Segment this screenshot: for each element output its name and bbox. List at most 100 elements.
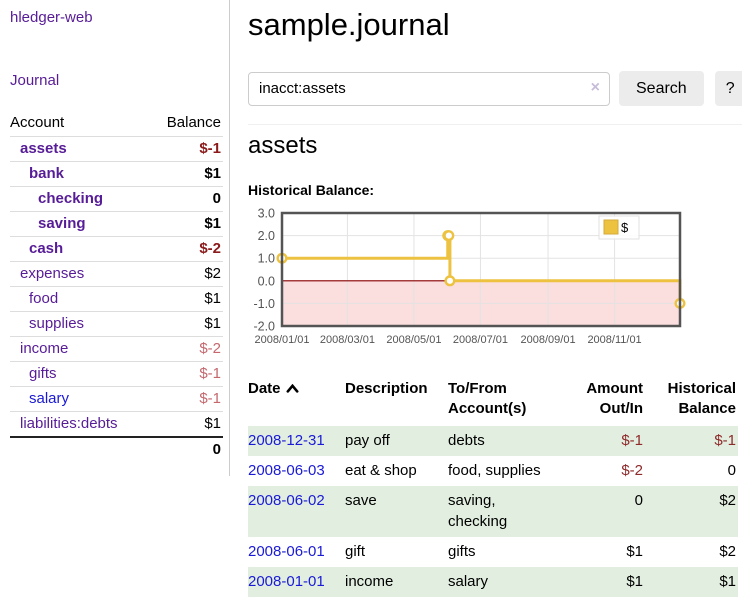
svg-text:-1.0: -1.0 — [253, 297, 275, 311]
txn-accounts: saving, checking — [448, 485, 563, 537]
txn-date-link[interactable]: 2008-06-01 — [248, 542, 325, 560]
txn-date-link[interactable]: 2008-06-02 — [248, 491, 325, 509]
txn-description: save — [345, 485, 448, 537]
account-row: supplies $1 — [10, 311, 223, 337]
table-row[interactable]: 2008-12-31 pay off debts $-1 $-1 — [248, 425, 738, 456]
svg-text:1.0: 1.0 — [258, 252, 275, 266]
svg-text:2008/09/01: 2008/09/01 — [521, 334, 576, 346]
account-row: saving $1 — [10, 211, 223, 237]
accounts-total: 0 — [149, 436, 223, 462]
account-balance: $1 — [149, 161, 223, 187]
svg-text:2008/07/01: 2008/07/01 — [453, 334, 508, 346]
sort-asc-icon — [286, 379, 299, 399]
account-link[interactable]: checking — [38, 190, 104, 207]
account-balance: $-1 — [149, 361, 223, 387]
txn-date-link[interactable]: 2008-12-31 — [248, 431, 325, 449]
account-balance: $1 — [149, 311, 223, 337]
account-row: salary $-1 — [10, 386, 223, 412]
accounts-header-account: Account — [10, 110, 150, 137]
svg-text:3.0: 3.0 — [258, 207, 275, 221]
accounts-table: Account Balance assets $-1 bank $1 checking 0… — [10, 110, 223, 462]
txn-description: pay off — [345, 425, 448, 456]
txn-date-link[interactable]: 2008-01-01 — [248, 572, 325, 590]
search-input-wrap: × — [248, 71, 610, 106]
txn-accounts: debts — [448, 425, 563, 456]
historical-balance-chart: $3.0 2.0 1.0 0.0 -1.0 -2.0 2008/01/01 2008/03/0… — [248, 207, 742, 359]
account-row: checking 0 — [10, 186, 223, 212]
account-balance: $1 — [149, 411, 223, 437]
svg-text:$: $ — [621, 220, 629, 235]
account-row: cash $-2 — [10, 236, 223, 262]
help-button[interactable]: ? — [714, 71, 742, 107]
account-heading: assets — [248, 124, 742, 161]
sidebar: hledger-web Journal Account Balance asse… — [0, 0, 230, 476]
table-row[interactable]: 2008-06-01 gift gifts $1 $2 — [248, 537, 738, 567]
account-row: food $1 — [10, 286, 223, 312]
txn-amount: 0 — [563, 485, 645, 537]
column-header-amount: Amount Out/In — [586, 380, 643, 418]
transactions-header-row: Date Description To/From Account(s) Amou… — [248, 376, 738, 426]
account-link[interactable]: cash — [29, 240, 64, 257]
column-header-accounts: To/From Account(s) — [448, 380, 527, 418]
account-balance: $-1 — [199, 140, 221, 157]
txn-accounts: gifts — [448, 542, 476, 560]
account-link[interactable]: saving — [38, 215, 86, 232]
brand-link[interactable]: hledger-web — [10, 9, 93, 26]
account-link[interactable]: assets — [20, 140, 67, 157]
clear-search-icon[interactable]: × — [590, 78, 600, 96]
txn-date[interactable]: 2008-06-02 — [248, 485, 345, 537]
account-balance: 0 — [149, 186, 223, 212]
txn-date[interactable]: 2008-06-01 — [248, 537, 345, 567]
account-balance: $2 — [149, 261, 223, 287]
table-row[interactable]: 2008-06-02 save saving, checking 0 $2 — [248, 485, 738, 537]
accounts-total-row: 0 — [10, 436, 223, 462]
account-link[interactable]: income — [20, 340, 69, 357]
account-link[interactable]: gifts — [29, 365, 57, 382]
sidebar-nav: Journal — [10, 72, 229, 89]
account-link[interactable]: bank — [29, 165, 65, 182]
svg-text:2.0: 2.0 — [258, 229, 275, 243]
main-content: sample.journal × Search ? assets Histori… — [230, 0, 742, 597]
search-button[interactable]: Search — [619, 71, 704, 107]
account-balance: $-1 — [149, 386, 223, 412]
accounts-header-balance: Balance — [149, 110, 223, 137]
txn-date[interactable]: 2008-06-03 — [248, 456, 345, 486]
accounts-header-row: Account Balance — [10, 110, 223, 137]
txn-amount: $-2 — [621, 461, 643, 479]
svg-text:0.0: 0.0 — [258, 274, 275, 288]
svg-text:2008/01/01: 2008/01/01 — [254, 334, 309, 346]
page-title: sample.journal — [248, 7, 450, 42]
txn-amount: $-1 — [563, 425, 645, 456]
svg-text:2008/05/01: 2008/05/01 — [386, 334, 441, 346]
txn-date[interactable]: 2008-12-31 — [248, 425, 345, 456]
txn-balance: $2 — [719, 542, 736, 560]
account-link[interactable]: supplies — [29, 315, 85, 332]
account-balance: $1 — [149, 286, 223, 312]
svg-text:-2.0: -2.0 — [253, 320, 275, 334]
sidebar-item-journal[interactable]: Journal — [10, 72, 60, 89]
column-header-balance: Historical Balance — [667, 380, 736, 418]
account-link[interactable]: expenses — [20, 265, 85, 282]
txn-description: eat & shop — [345, 461, 417, 479]
account-link[interactable]: food — [29, 290, 59, 307]
search-input[interactable] — [248, 71, 610, 106]
account-row: bank $1 — [10, 161, 223, 187]
table-row[interactable]: 2008-06-03 eat & shop food, supplies $-2 0 — [248, 456, 738, 486]
txn-date-link[interactable]: 2008-06-03 — [248, 461, 325, 479]
account-row: assets $-1 — [10, 137, 223, 162]
account-link[interactable]: liabilities:debts — [20, 415, 118, 432]
svg-text:2008/03/01: 2008/03/01 — [320, 334, 375, 346]
txn-accounts: food, supplies — [448, 461, 541, 479]
column-header-date[interactable]: Date — [248, 376, 345, 426]
account-row: gifts $-1 — [10, 361, 223, 387]
chart-title: Historical Balance: — [248, 182, 375, 199]
account-link[interactable]: salary — [29, 390, 70, 407]
account-balance: $-2 — [149, 336, 223, 362]
account-row: expenses $2 — [10, 261, 223, 287]
txn-balance: $2 — [645, 485, 738, 537]
txn-balance: 0 — [727, 461, 736, 479]
txn-balance: $-1 — [645, 425, 738, 456]
account-row: liabilities:debts $1 — [10, 411, 223, 437]
svg-text:2008/11/01: 2008/11/01 — [587, 334, 641, 346]
